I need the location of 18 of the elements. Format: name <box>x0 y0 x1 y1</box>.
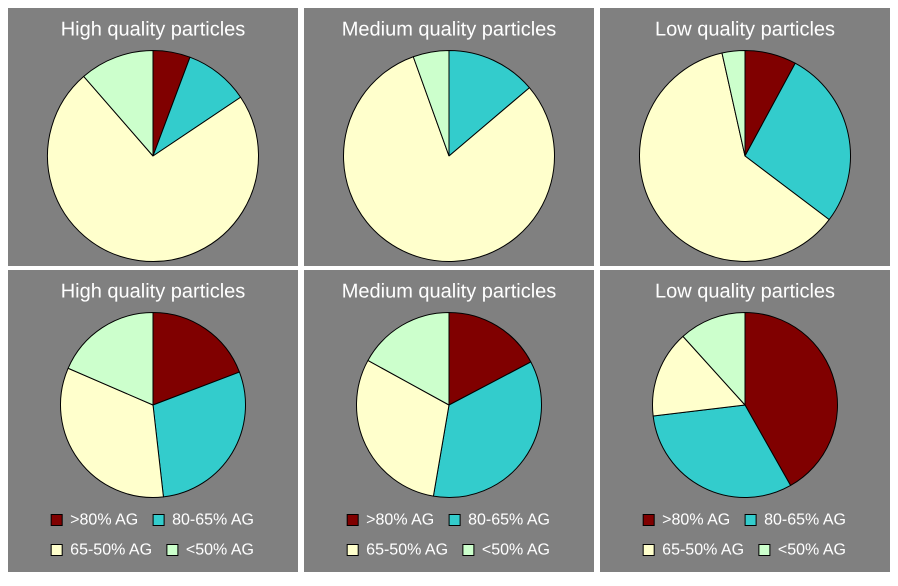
legend-label: >80% AG <box>366 511 434 528</box>
legend-label: <50% AG <box>778 541 846 558</box>
chart-title: Medium quality particles <box>342 280 556 303</box>
legend-label: 80-65% AG <box>172 511 254 528</box>
chart-title: Low quality particles <box>654 18 836 41</box>
legend-label: <50% AG <box>186 541 254 558</box>
legend-label: 80-65% AG <box>764 511 846 528</box>
chart-title: High quality particles <box>60 280 246 303</box>
chart-title: Medium quality particles <box>342 18 556 41</box>
chart-title: Low quality particles <box>654 280 836 303</box>
legend-label: 65-50% AG <box>662 541 744 558</box>
chart-title: High quality particles <box>60 18 246 41</box>
legend-label: 65-50% AG <box>366 541 448 558</box>
legend-label: 80-65% AG <box>468 511 550 528</box>
legend-label: >80% AG <box>70 511 138 528</box>
legend-label: <50% AG <box>482 541 550 558</box>
legend-label: 65-50% AG <box>70 541 152 558</box>
legend-label: >80% AG <box>662 511 730 528</box>
